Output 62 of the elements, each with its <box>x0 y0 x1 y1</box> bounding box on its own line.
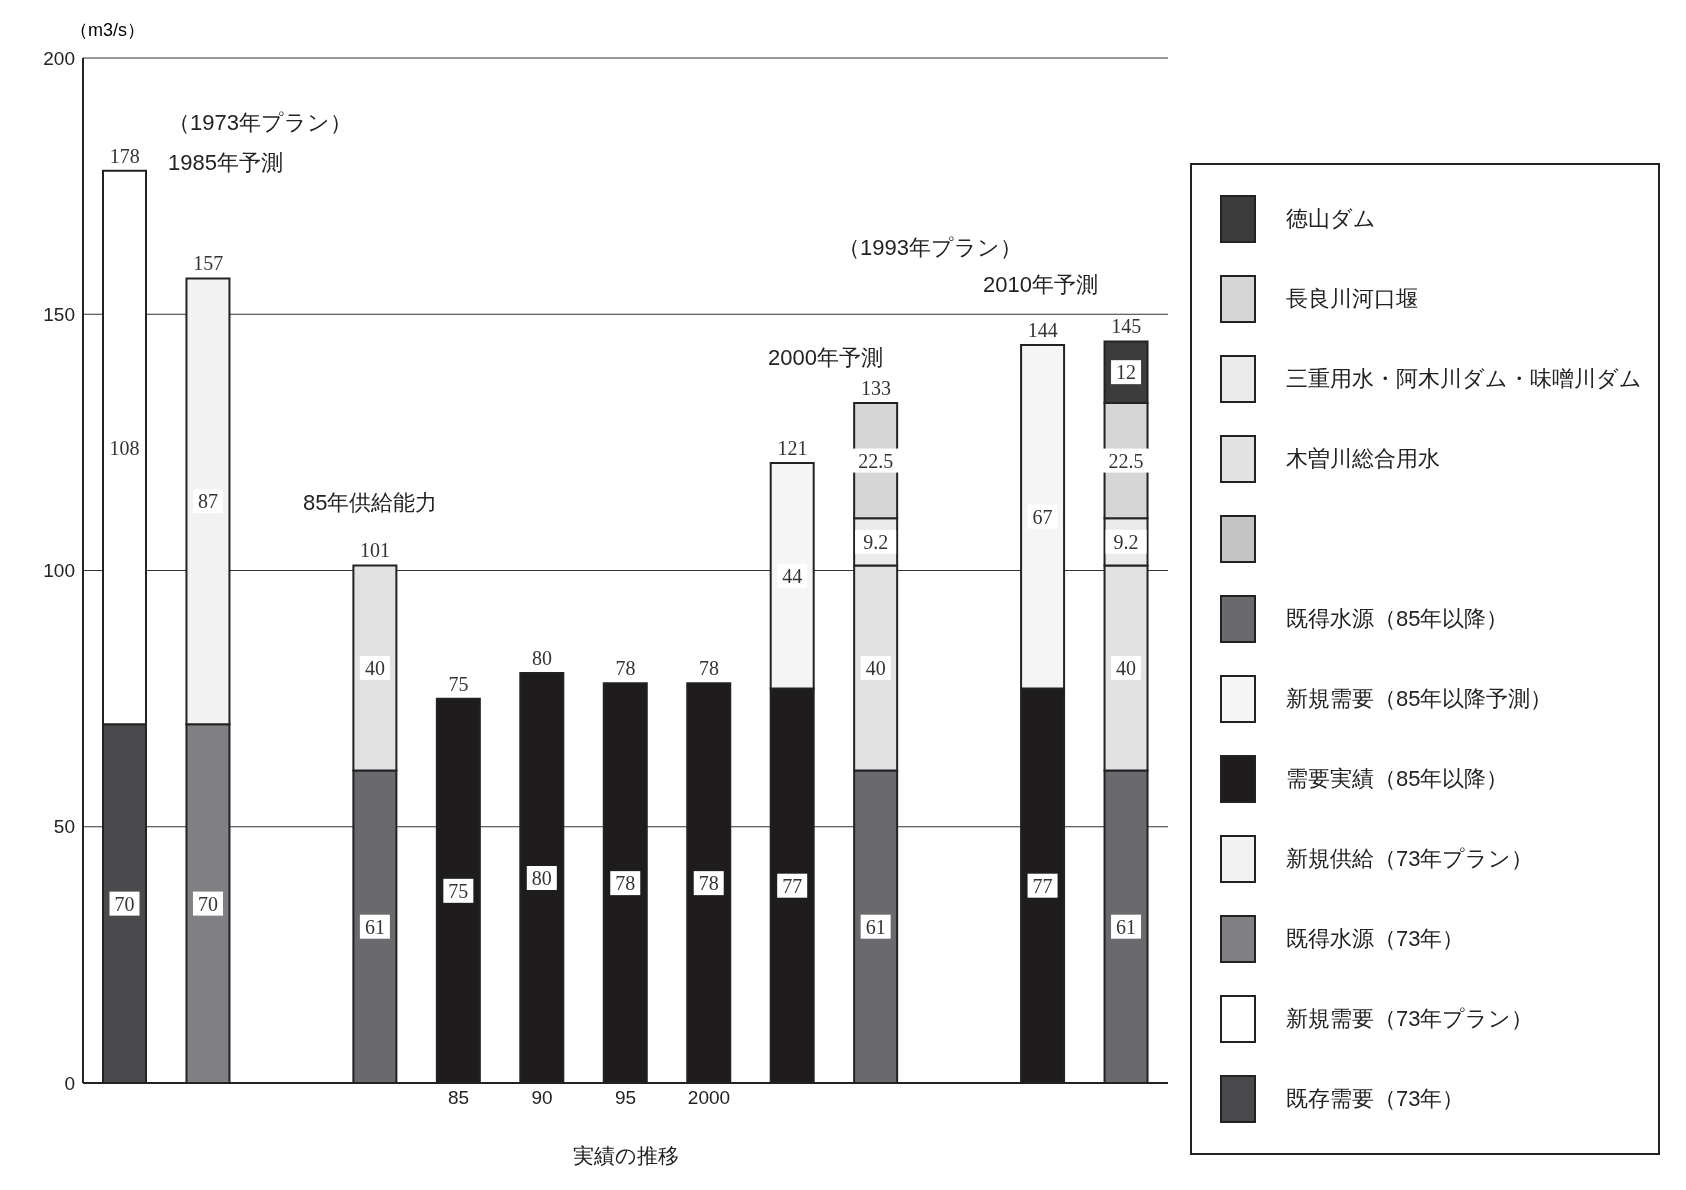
legend-label: 新規供給（73年プラン） <box>1286 845 1534 873</box>
legend-label: 既得水源（85年以降） <box>1286 605 1509 633</box>
annotation: 85年供給能力 <box>303 489 438 517</box>
legend-label: 需要実績（85年以降） <box>1286 765 1509 793</box>
y-tick-label: 150 <box>43 303 75 325</box>
annotation: 2000年予測 <box>768 344 883 372</box>
annotation: （1993年プラン） <box>838 234 1022 262</box>
total-label: 101 <box>360 539 391 562</box>
data-label: 78 <box>698 872 719 895</box>
data-label: 12 <box>1116 361 1137 384</box>
data-label: 40 <box>865 656 886 679</box>
data-label: 61 <box>364 915 385 938</box>
y-tick-label: 50 <box>53 816 75 838</box>
data-label: 67 <box>1032 505 1053 528</box>
data-label: 87 <box>197 490 218 513</box>
legend-label: 三重用水・阿木川ダム・味噌川ダム <box>1286 365 1642 393</box>
y-tick-label: 0 <box>64 1072 75 1094</box>
total-label: 78 <box>698 657 719 680</box>
data-label: 44 <box>782 564 803 587</box>
x-tick-label: 90 <box>531 1087 553 1109</box>
data-label: 9.2 <box>1113 530 1139 553</box>
x-tick-label: 85 <box>448 1087 470 1109</box>
legend-label: 新規需要（85年以降予測） <box>1286 685 1553 713</box>
total-label: 75 <box>448 672 469 695</box>
x-tick-label: 2000 <box>687 1087 731 1109</box>
total-label: 78 <box>615 657 636 680</box>
data-label: 70 <box>114 892 135 915</box>
data-label: 75 <box>448 879 469 902</box>
total-label: 178 <box>109 144 140 167</box>
x-axis-title: 実績の推移 <box>572 1144 679 1167</box>
data-label: 61 <box>1116 915 1137 938</box>
x-tick-label: 95 <box>614 1087 637 1109</box>
legend-label: 既存需要（73年） <box>1286 1085 1465 1113</box>
total-label: 145 <box>1111 315 1142 338</box>
legend-label: 長良川河口堰 <box>1286 285 1418 313</box>
data-label: 77 <box>1032 874 1053 897</box>
total-label: 157 <box>193 252 224 275</box>
legend-label: 徳山ダム <box>1286 205 1376 233</box>
legend-label: 既得水源（73年） <box>1286 925 1465 953</box>
annotation: 2010年予測 <box>983 271 1098 299</box>
data-label: 9.2 <box>863 530 889 553</box>
data-label: 61 <box>865 915 886 938</box>
data-label: 40 <box>364 656 385 679</box>
total-label: 144 <box>1027 319 1058 341</box>
legend-label: 新規需要（73年プラン） <box>1286 1005 1534 1033</box>
data-label: 77 <box>782 874 803 897</box>
annotation: 1985年予測 <box>168 149 283 177</box>
data-label: 80 <box>531 867 552 889</box>
data-label: 78 <box>615 872 636 895</box>
data-label: 40 <box>1116 656 1137 679</box>
data-label: 22.5 <box>1108 449 1144 472</box>
data-label: 70 <box>197 892 218 915</box>
y-tick-label: 100 <box>43 560 75 582</box>
total-label: 121 <box>777 436 808 459</box>
y-tick-label: 200 <box>43 47 75 69</box>
total-label: 133 <box>860 376 891 399</box>
total-label: 80 <box>532 647 553 669</box>
data-label: 22.5 <box>858 449 894 472</box>
legend-label: 木曽川総合用水 <box>1286 445 1440 473</box>
annotation: （1973年プラン） <box>168 109 352 137</box>
data-label: 108 <box>109 436 140 459</box>
y-axis-title: （m3/s） <box>70 19 146 42</box>
